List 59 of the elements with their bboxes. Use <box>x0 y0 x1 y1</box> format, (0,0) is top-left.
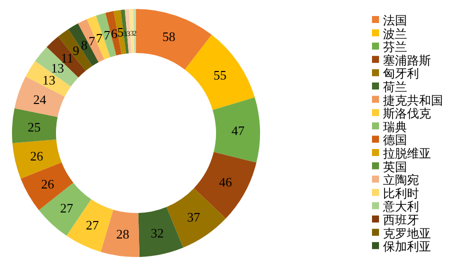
donut-slice <box>114 10 126 54</box>
data-label: 55 <box>214 68 227 83</box>
legend-label: 荷兰 <box>383 80 407 94</box>
legend-label: 芬兰 <box>383 40 407 54</box>
legend-label: 保加利亚 <box>383 240 431 254</box>
data-label: 28 <box>116 226 130 242</box>
data-label: 11 <box>60 50 74 66</box>
donut-slice <box>136 9 212 70</box>
data-label: 27 <box>60 200 74 216</box>
legend-label: 克罗地亚 <box>383 226 431 240</box>
donut-slice <box>166 188 226 248</box>
data-label: 24 <box>33 92 47 107</box>
donut-slice <box>78 19 104 62</box>
data-label: 26 <box>30 148 44 164</box>
data-label: 7 <box>104 28 111 43</box>
legend-label: 波兰 <box>383 26 407 41</box>
donut-slice <box>128 9 134 54</box>
donut-slice <box>12 108 58 144</box>
data-label: 7 <box>96 30 104 46</box>
data-label: 26 <box>41 176 55 192</box>
data-label: 47 <box>231 122 245 138</box>
legend-label: 拉脱维亚 <box>383 146 431 160</box>
donut-slice <box>12 140 62 179</box>
legend-label: 捷克共和国 <box>383 93 443 108</box>
data-label: 37 <box>187 210 201 225</box>
donut-slice <box>138 206 184 257</box>
legend-label: 塞浦路斯 <box>383 53 431 68</box>
legend-label: 匈牙利 <box>383 66 419 81</box>
data-label: 46 <box>218 174 232 190</box>
donut-slice <box>14 76 65 118</box>
data-label: 58 <box>162 28 176 44</box>
data-label: 25 <box>28 119 41 134</box>
legend-label: 比利时 <box>383 186 419 200</box>
data-label: 13 <box>42 72 56 88</box>
data-label: 32 <box>150 225 164 240</box>
legend-label: 西班牙 <box>383 213 419 227</box>
legend-label: 瑞典 <box>383 120 407 134</box>
donut-slice <box>96 12 116 58</box>
legend-label: 立陶宛 <box>383 173 419 188</box>
donut-slice <box>46 36 86 78</box>
donut-slice <box>212 97 260 163</box>
data-label: 9 <box>72 42 80 58</box>
data-label: 7 <box>88 34 96 49</box>
legend-label: 法国 <box>383 14 407 28</box>
donut-slice <box>100 210 140 257</box>
donut-slice <box>35 46 78 87</box>
donut-slice <box>20 162 74 210</box>
donut-slice <box>184 34 255 110</box>
legend-label: 德国 <box>383 133 407 148</box>
legend-label: 斯洛伐克 <box>383 106 431 121</box>
donut-slice <box>86 16 110 60</box>
legend-label: 意大利 <box>382 200 419 214</box>
donut-slice <box>124 9 132 54</box>
data-label: 8 <box>81 38 88 53</box>
data-label: 5 <box>117 24 124 40</box>
data-label: 6 <box>110 26 118 41</box>
data-label: 27 <box>86 218 100 233</box>
legend-label: 英国 <box>383 160 407 174</box>
donut-slice <box>26 60 71 97</box>
